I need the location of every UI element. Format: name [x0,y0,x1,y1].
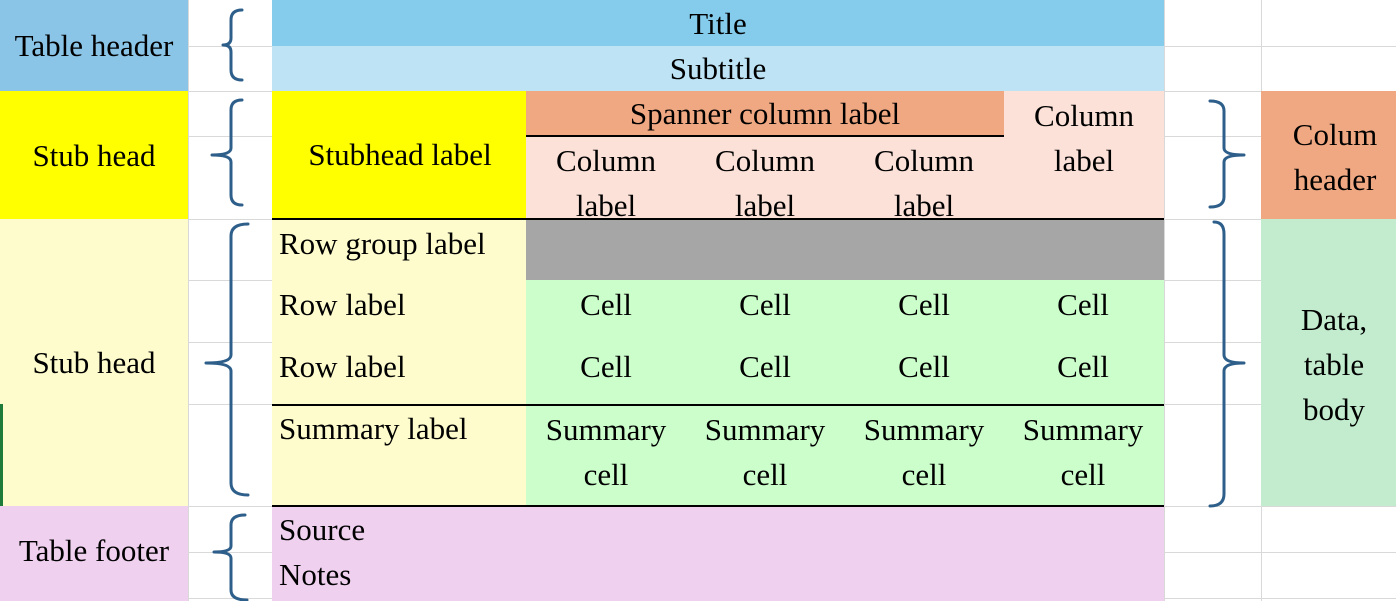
cell: Cell [1057,287,1109,322]
footer-band [272,507,1164,601]
table-header-tag-label: Table header [14,28,174,63]
column-label-area [526,137,1004,219]
title-band [272,0,1164,46]
data-body-tag [1261,219,1396,506]
summary-cell: Summary cell [1022,412,1144,492]
table-footer-tag [0,506,188,601]
spanner-rule [526,135,1004,137]
spanner-cell [526,91,1004,136]
title: Title [689,6,747,41]
stub-head-brace [210,98,244,207]
cell: Cell [898,349,950,384]
cell: Cell [898,287,950,322]
data-body-tag-label: Data, table body [1300,302,1368,427]
data-cells-area [526,280,1164,506]
spanner-column-label: Spanner column label [629,96,901,131]
column-header-tag-label: Colum header [1292,117,1378,197]
stub-column [272,220,526,506]
stubhead-label: Stubhead label [308,137,492,172]
summary-label: Summary label [279,411,468,446]
row-label-1: Row label [279,287,406,322]
column-header-bottom-rule [272,218,1164,220]
column-label-standalone: Column label [1034,98,1134,178]
cell: Cell [580,349,632,384]
subtitle: Subtitle [669,51,767,86]
stub-body-brace [204,222,250,497]
subtitle-band [272,46,1164,91]
cell: Cell [739,287,791,322]
footer-notes: Notes [279,557,352,592]
row-label-2: Row label [279,349,406,384]
summary-cell: Summary cell [545,412,667,492]
column-label-3: Column label [874,143,974,223]
table-header-brace [221,8,244,82]
data-body-brace [1208,220,1246,508]
column-header-brace [1208,99,1246,209]
summary-cell: Summary cell [863,412,985,492]
cell: Cell [739,349,791,384]
stub-body-tag-edge [0,404,3,506]
stub-body-tag [0,219,188,506]
table-header-tag [0,0,188,91]
standalone-column-label-cell [1004,91,1164,219]
summary-top-rule [272,404,1164,406]
column-label-2: Column label [715,143,815,223]
stubhead-label-cell [272,91,526,219]
stub-head-tag [0,91,188,219]
column-label-1: Column label [556,143,656,223]
cell: Cell [580,287,632,322]
cell: Cell [1057,349,1109,384]
footer-source: Source [279,512,366,547]
body-bottom-rule [272,505,1164,507]
table-footer-tag-label: Table footer [18,533,170,568]
table-footer-brace [212,513,249,601]
row-group-band [526,220,1164,280]
column-header-tag [1261,91,1396,219]
row-group-label: Row group label [279,226,486,261]
stub-body-tag-label: Stub head [32,345,156,380]
summary-cell: Summary cell [704,412,826,492]
stub-head-tag-label: Stub head [32,138,156,173]
